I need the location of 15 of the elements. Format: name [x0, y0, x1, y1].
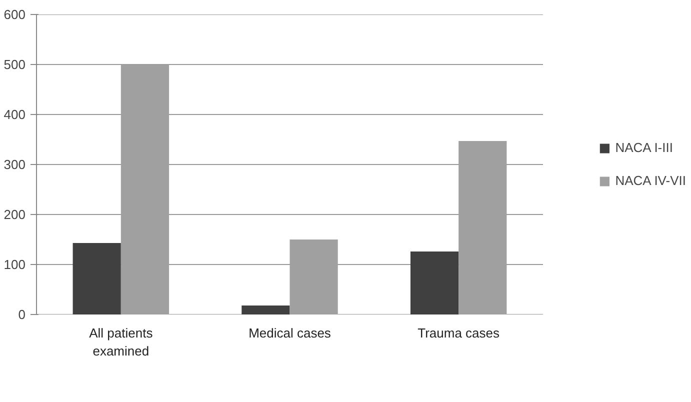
y-tick-label: 600 — [4, 7, 26, 22]
x-tick-label: All patients examined — [89, 326, 154, 358]
y-tick-label: 200 — [4, 207, 26, 222]
y-tick-label: 300 — [4, 157, 26, 172]
x-tick-label: Medical cases — [248, 326, 332, 340]
y-tick-label: 500 — [4, 57, 26, 72]
bar — [410, 252, 459, 314]
y-tick-label: 0 — [18, 307, 26, 322]
x-tick-label: Trauma cases — [418, 326, 500, 340]
bar — [242, 306, 290, 314]
legend-label: NACA I-III — [615, 140, 673, 155]
y-tick-label: 100 — [4, 257, 26, 272]
y-tick-label: 400 — [4, 107, 26, 122]
legend-label: NACA IV-VII — [615, 173, 686, 188]
bar — [72, 243, 121, 314]
